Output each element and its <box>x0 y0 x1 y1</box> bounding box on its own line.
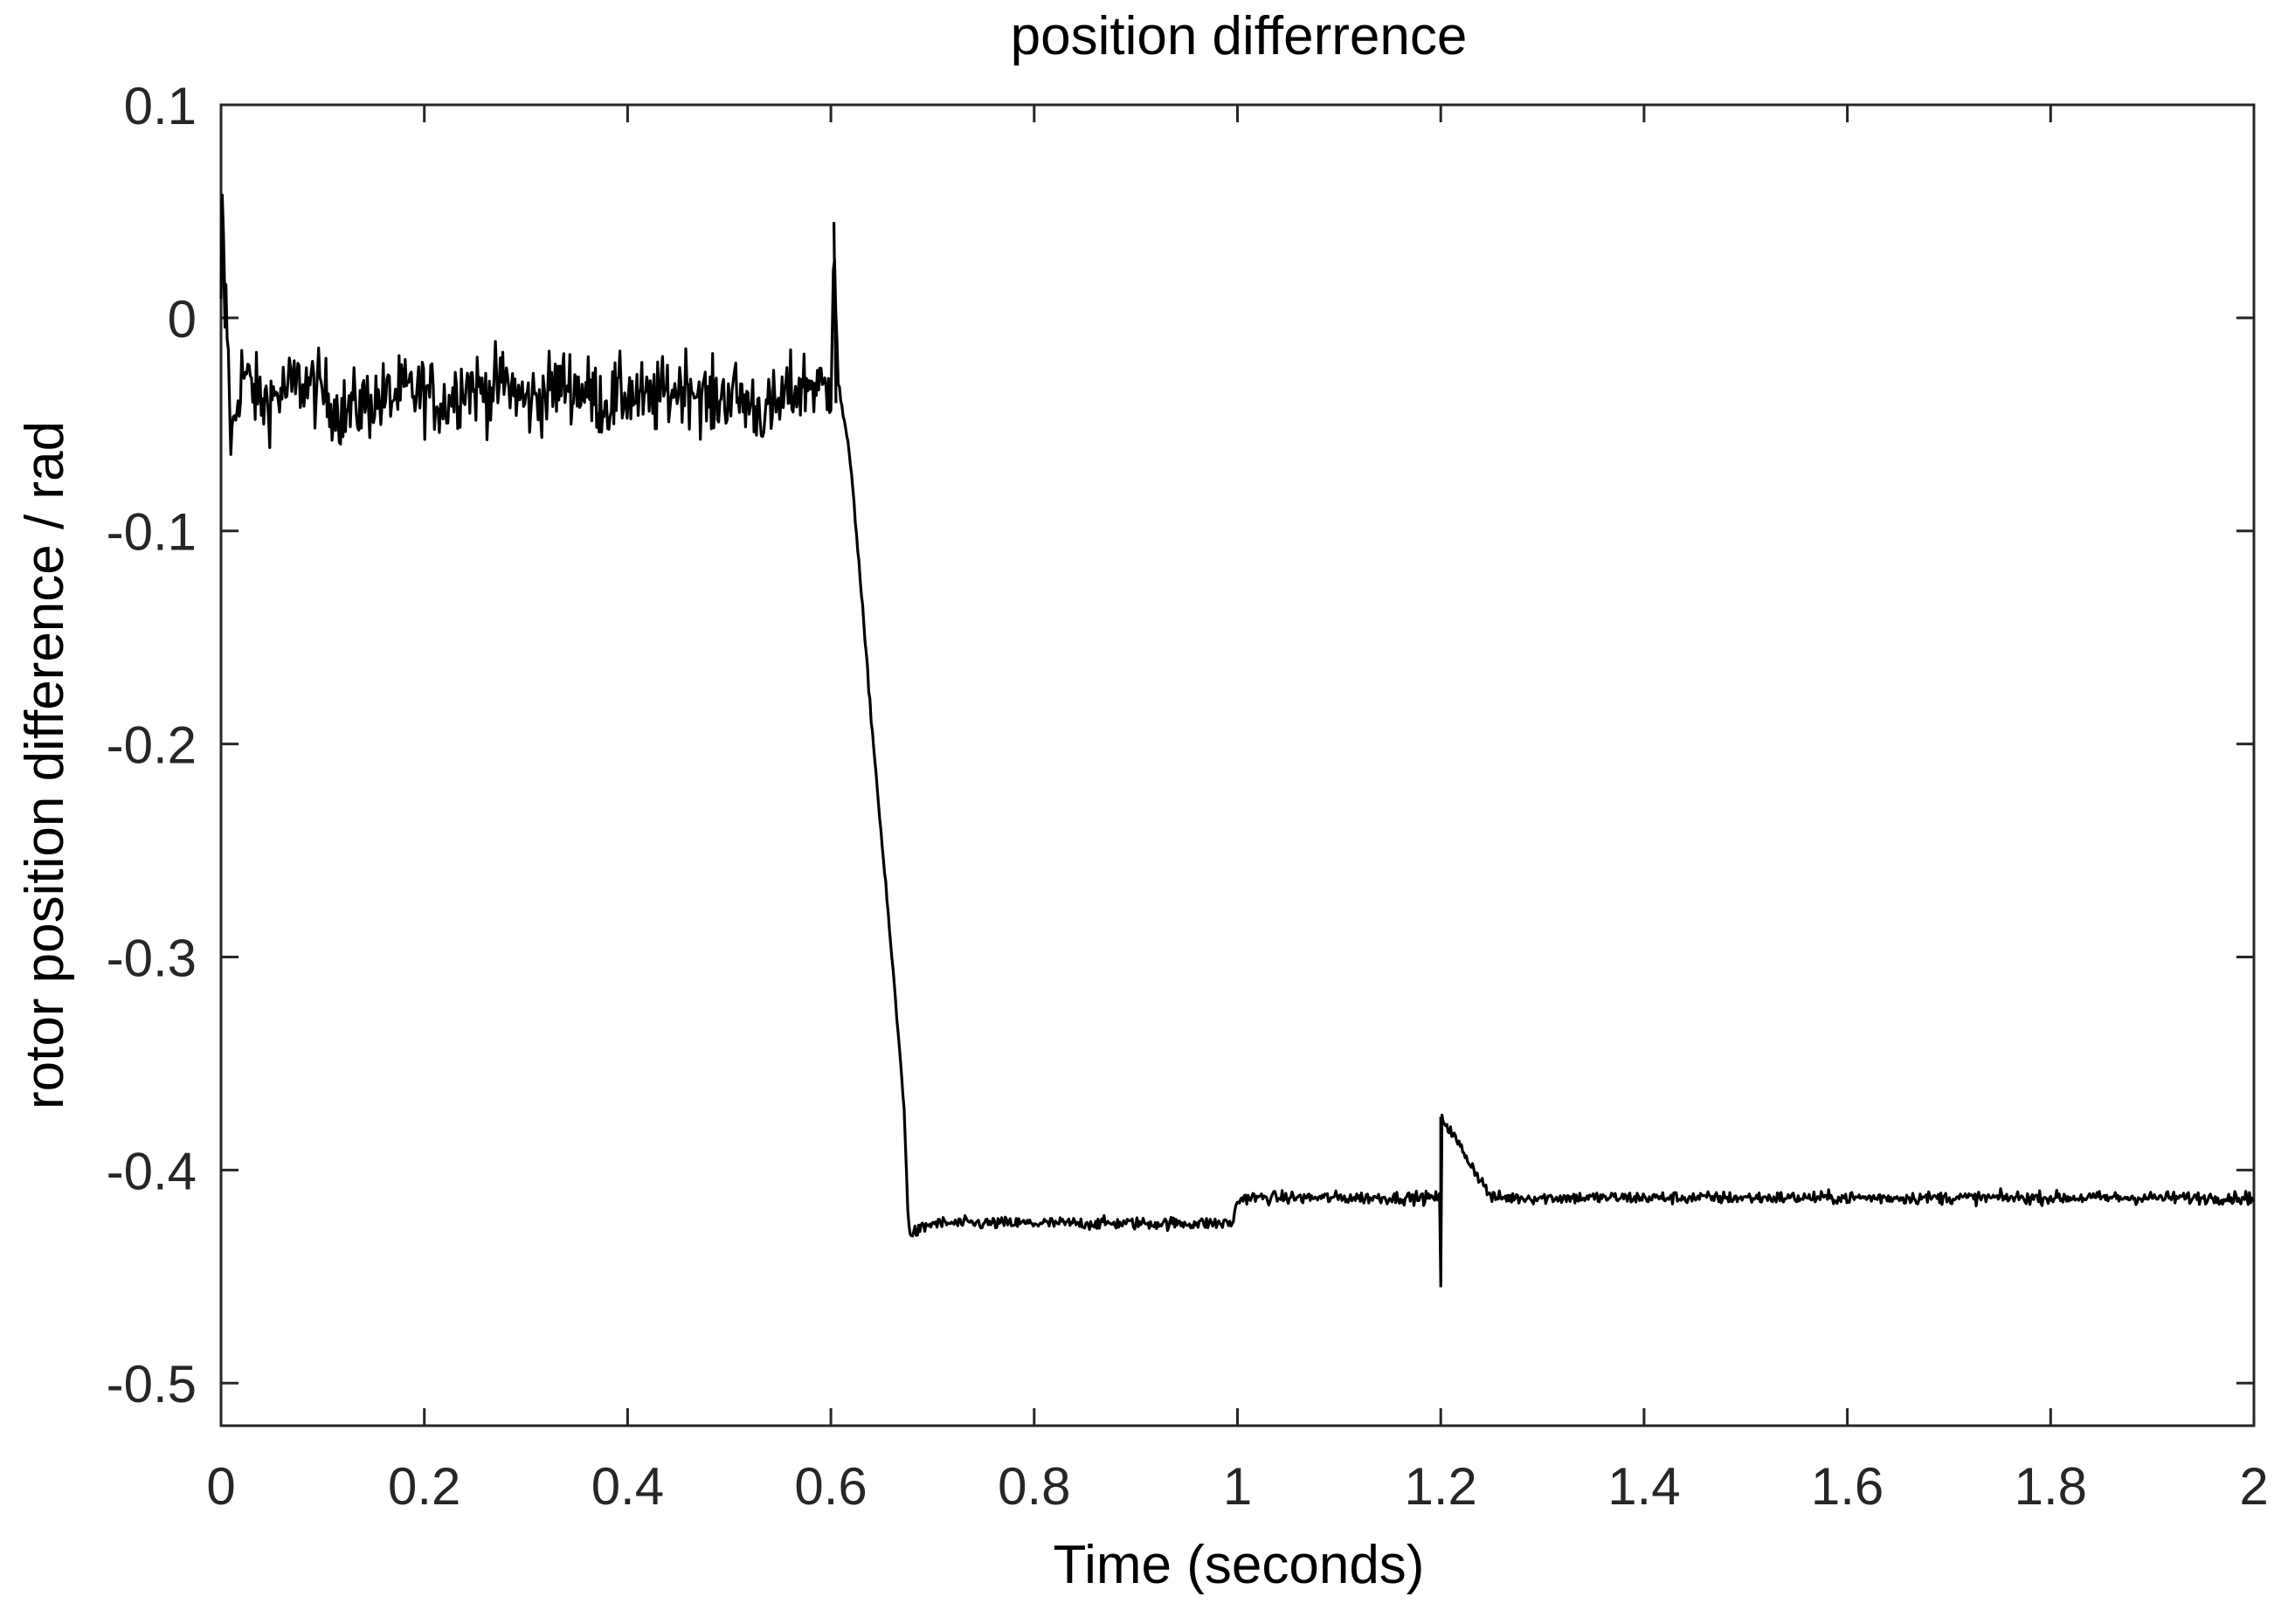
series-line <box>219 193 2255 1284</box>
x-tick-label: 1.6 <box>1811 1457 1884 1516</box>
x-tick-label: 1 <box>1223 1457 1252 1516</box>
y-tick-label: 0.1 <box>124 77 197 135</box>
x-tick-label: 0.2 <box>388 1457 460 1516</box>
x-tick-label: 0 <box>206 1457 235 1516</box>
axes-box <box>219 103 2256 1427</box>
series-layer <box>219 193 2255 1288</box>
y-axis-label: rotor position difference / rad <box>15 421 75 1109</box>
y-tick-label: 0 <box>168 290 197 349</box>
x-axis-ticks: 0 0.2 0.4 0.6 0.8 1 1.2 1.4 1.6 1.8 2 <box>206 105 2269 1516</box>
y-axis-ticks: 0.1 0 -0.1 -0.2 -0.3 -0.4 -0.5 <box>107 77 2254 1413</box>
y-tick-label: -0.3 <box>107 929 197 987</box>
plot-area: 0 0.2 0.4 0.6 0.8 1 1.2 1.4 1.6 1.8 2 0.1 0 -0.1 -0.2… <box>107 77 2269 1516</box>
spike-at-start <box>220 200 227 329</box>
x-tick-label: 0.6 <box>794 1457 867 1516</box>
x-tick-label: 1.4 <box>1607 1457 1680 1516</box>
spike-at-0.6s <box>832 222 838 404</box>
y-tick-label: -0.4 <box>107 1142 197 1200</box>
x-tick-label: 1.2 <box>1404 1457 1476 1516</box>
x-tick-label: 0.8 <box>998 1457 1070 1516</box>
chart-title: position differrence <box>1011 6 1468 66</box>
y-tick-label: -0.2 <box>107 716 197 775</box>
x-axis-label: Time (seconds) <box>1054 1535 1425 1595</box>
x-tick-label: 1.8 <box>2015 1457 2087 1516</box>
x-tick-label: 2 <box>2239 1457 2268 1516</box>
y-tick-label: -0.5 <box>107 1355 197 1413</box>
y-tick-label: -0.1 <box>107 503 197 562</box>
x-tick-label: 0.4 <box>591 1457 664 1516</box>
